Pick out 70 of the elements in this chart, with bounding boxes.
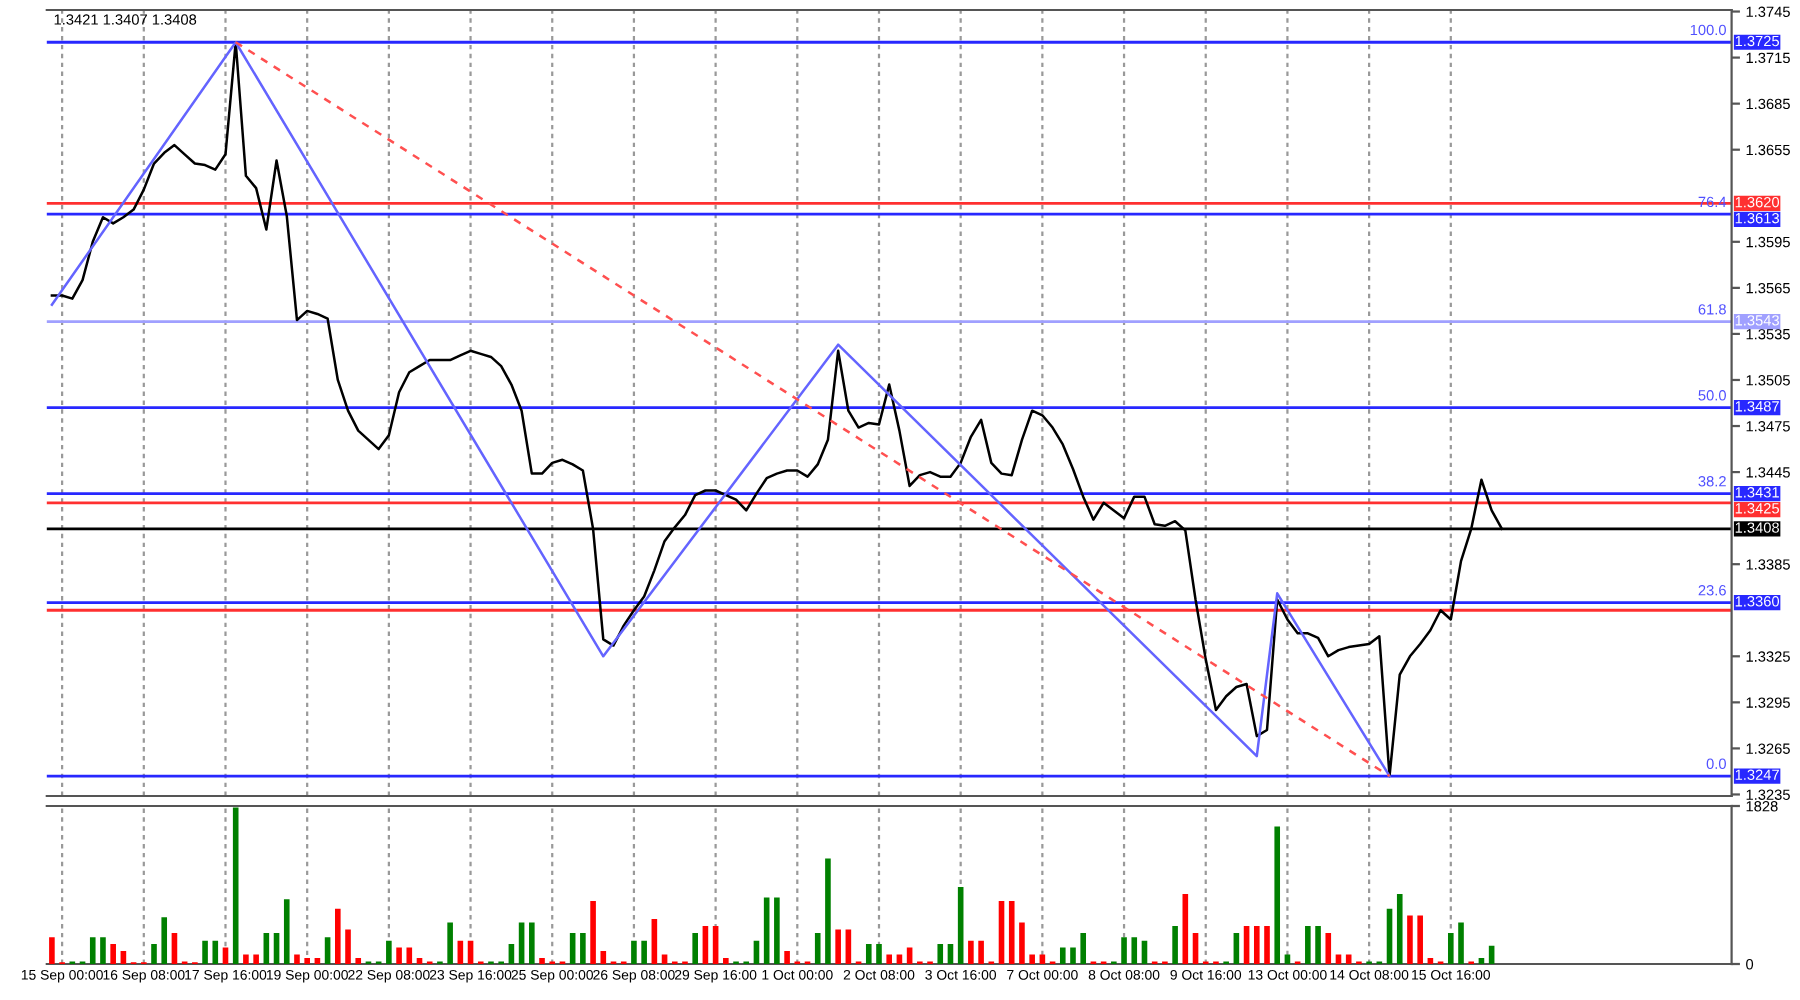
bar [243,954,249,964]
bar [1417,915,1423,964]
bar [345,929,351,964]
bar [835,929,841,964]
bar [886,954,893,964]
bar [825,858,831,964]
bar [212,940,219,964]
bar [1039,954,1046,964]
bar [1396,893,1403,964]
bar [283,899,290,964]
bar [774,897,780,964]
bar [253,954,259,964]
bar [1345,954,1352,964]
bar [396,947,402,964]
bar [865,944,872,964]
bar [876,944,882,964]
bar [1305,925,1311,964]
bar [161,917,168,964]
bar [232,807,239,964]
bar [355,957,362,964]
bar [49,937,55,964]
bar [784,951,790,964]
bar [814,932,821,964]
bar [631,940,637,964]
bar [590,900,596,964]
bar [529,922,535,964]
bar [1253,925,1260,964]
bar [1447,932,1454,964]
bar [1335,954,1342,964]
bar [937,944,944,964]
bar [89,937,96,964]
bar [968,940,974,964]
bar [723,957,729,964]
bar [406,947,413,964]
bar [1029,954,1035,964]
bar [896,954,903,964]
bar [1059,947,1066,964]
bar [1008,900,1015,964]
bar [661,954,668,964]
bar [600,951,607,964]
bar [692,932,698,964]
bar [1080,932,1087,964]
bar [294,954,300,964]
bar [845,929,852,964]
bar [978,940,984,964]
bar [304,957,310,964]
bar [1131,937,1138,964]
bar [447,922,453,964]
bar [1407,915,1413,964]
bar [1121,937,1127,964]
bar [1070,947,1076,964]
bar [100,937,106,964]
bar [1274,826,1281,964]
bar [580,932,586,964]
bar [1019,922,1025,964]
bar [1325,932,1332,964]
bar [1264,925,1270,964]
bar [110,944,116,964]
bar [1315,925,1321,964]
bar [151,944,157,964]
bar [202,940,208,964]
bar [763,897,770,964]
bar [1458,922,1464,964]
bar [386,940,392,964]
bar [539,957,545,964]
bar [324,937,331,964]
bar [335,908,341,964]
bar [1284,954,1291,964]
bar [641,940,647,964]
bar [1172,925,1178,964]
